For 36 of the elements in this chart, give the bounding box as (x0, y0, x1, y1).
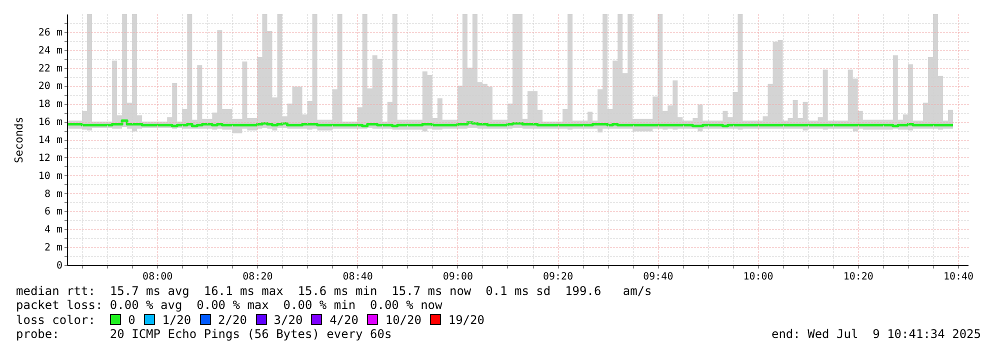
y-tick-label: 4 m (44, 224, 62, 236)
y-tick-label: 12 m (38, 152, 62, 164)
y-tick-label: 20 m (38, 81, 62, 92)
y-tick-label: 18 m (38, 99, 62, 110)
y-tick-label: 16 m (38, 117, 62, 128)
legend-label: 1/20 (161, 312, 192, 327)
legend-label: 3/20 (272, 312, 303, 327)
x-tick-label: 08:20 (242, 272, 273, 282)
y-tick-label: 0 (56, 260, 62, 272)
y-tick-label: 6 m (44, 206, 62, 218)
text: probe: 20 ICMP Echo Pings (56 Bytes) every 60s (16, 326, 392, 341)
y-axis-title: Seconds (12, 116, 26, 164)
x-tick-label: 10:40 (943, 272, 974, 282)
legend-label: 19/20 (447, 312, 484, 327)
y-tick-label: 24 m (38, 45, 62, 56)
x-tick-label: 08:00 (142, 272, 173, 282)
y-tick-label: 22 m (38, 63, 62, 74)
x-tick-label: 09:40 (643, 272, 674, 282)
y-tick-label: 10 m (38, 170, 62, 182)
y-tick-label: 2 m (44, 242, 62, 254)
legend-label: 10/20 (384, 312, 422, 327)
legend-label: 2/20 (217, 312, 247, 327)
text: end: Wed Jul 9 10:41:34 2025 (771, 326, 981, 342)
legend-title: loss color: (16, 312, 96, 327)
x-tick-label: 08:40 (342, 272, 373, 282)
legend-label: 4/20 (328, 312, 358, 327)
legend-label: 0 (127, 312, 136, 327)
y-tick-label: 26 m (38, 27, 62, 38)
y-tick-label: 14 m (38, 135, 62, 146)
x-tick-label: 09:20 (542, 272, 574, 282)
y-tick-label: 8 m (44, 188, 62, 200)
text: median rtt: 15.7 ms avg 16.1 ms max 15.6 ms min 15.7 ms now 0.1 ms sd 199.6 am/s (16, 284, 653, 298)
x-tick-label: 09:00 (442, 272, 473, 282)
text: packet loss: 0.00 % avg 0.00 % max 0.00 % min 0.00 % now (16, 298, 444, 313)
x-tick-label: 10:00 (743, 272, 774, 282)
x-tick-label: 10:20 (843, 272, 874, 282)
